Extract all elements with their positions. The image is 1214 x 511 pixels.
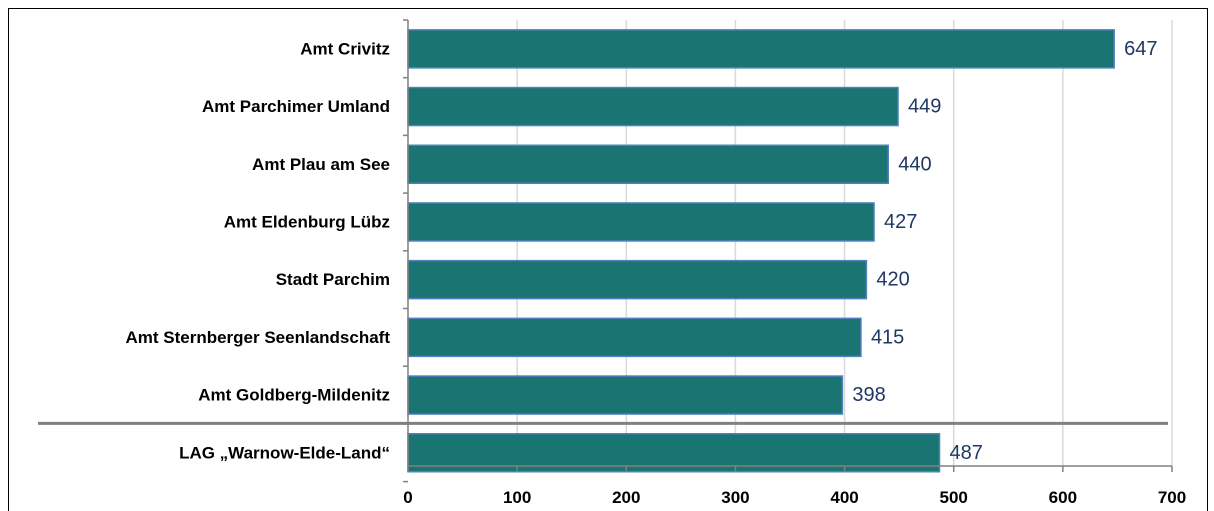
data-label: 415 (871, 326, 904, 348)
category-label: Amt Plau am See (252, 155, 390, 174)
bar (407, 29, 1115, 69)
chart-frame (8, 8, 1208, 511)
data-label: 427 (884, 211, 917, 233)
x-tick-label: 600 (1049, 488, 1077, 507)
category-label: LAG „Warnow-Elde-Land“ (179, 443, 390, 462)
data-label: 449 (908, 96, 941, 118)
bar (407, 375, 844, 415)
bar (407, 86, 899, 127)
bar (407, 317, 862, 358)
x-tick-label: 500 (940, 488, 968, 507)
x-tick-label: 100 (503, 488, 531, 507)
x-tick-label: 400 (830, 488, 858, 507)
x-tick-label: 700 (1158, 488, 1186, 507)
data-label: 487 (950, 442, 983, 464)
category-label: Amt Crivitz (300, 39, 390, 58)
data-label: 420 (876, 269, 909, 291)
bar (407, 202, 875, 242)
x-tick-label: 0 (403, 488, 412, 507)
x-tick-label: 200 (612, 488, 640, 507)
category-label: Stadt Parchim (276, 270, 390, 289)
data-label: 398 (852, 384, 885, 406)
data-label: 440 (898, 153, 931, 175)
category-label: Amt Parchimer Umland (202, 97, 390, 116)
data-label: 647 (1124, 38, 1157, 60)
category-label: Amt Sternberger Seenlandschaft (125, 328, 390, 347)
bar (407, 259, 868, 300)
bar (407, 144, 889, 184)
category-label: Amt Goldberg-Mildenitz (198, 386, 390, 405)
x-tick-label: 300 (721, 488, 749, 507)
category-label: Amt Eldenburg Lübz (224, 212, 390, 231)
